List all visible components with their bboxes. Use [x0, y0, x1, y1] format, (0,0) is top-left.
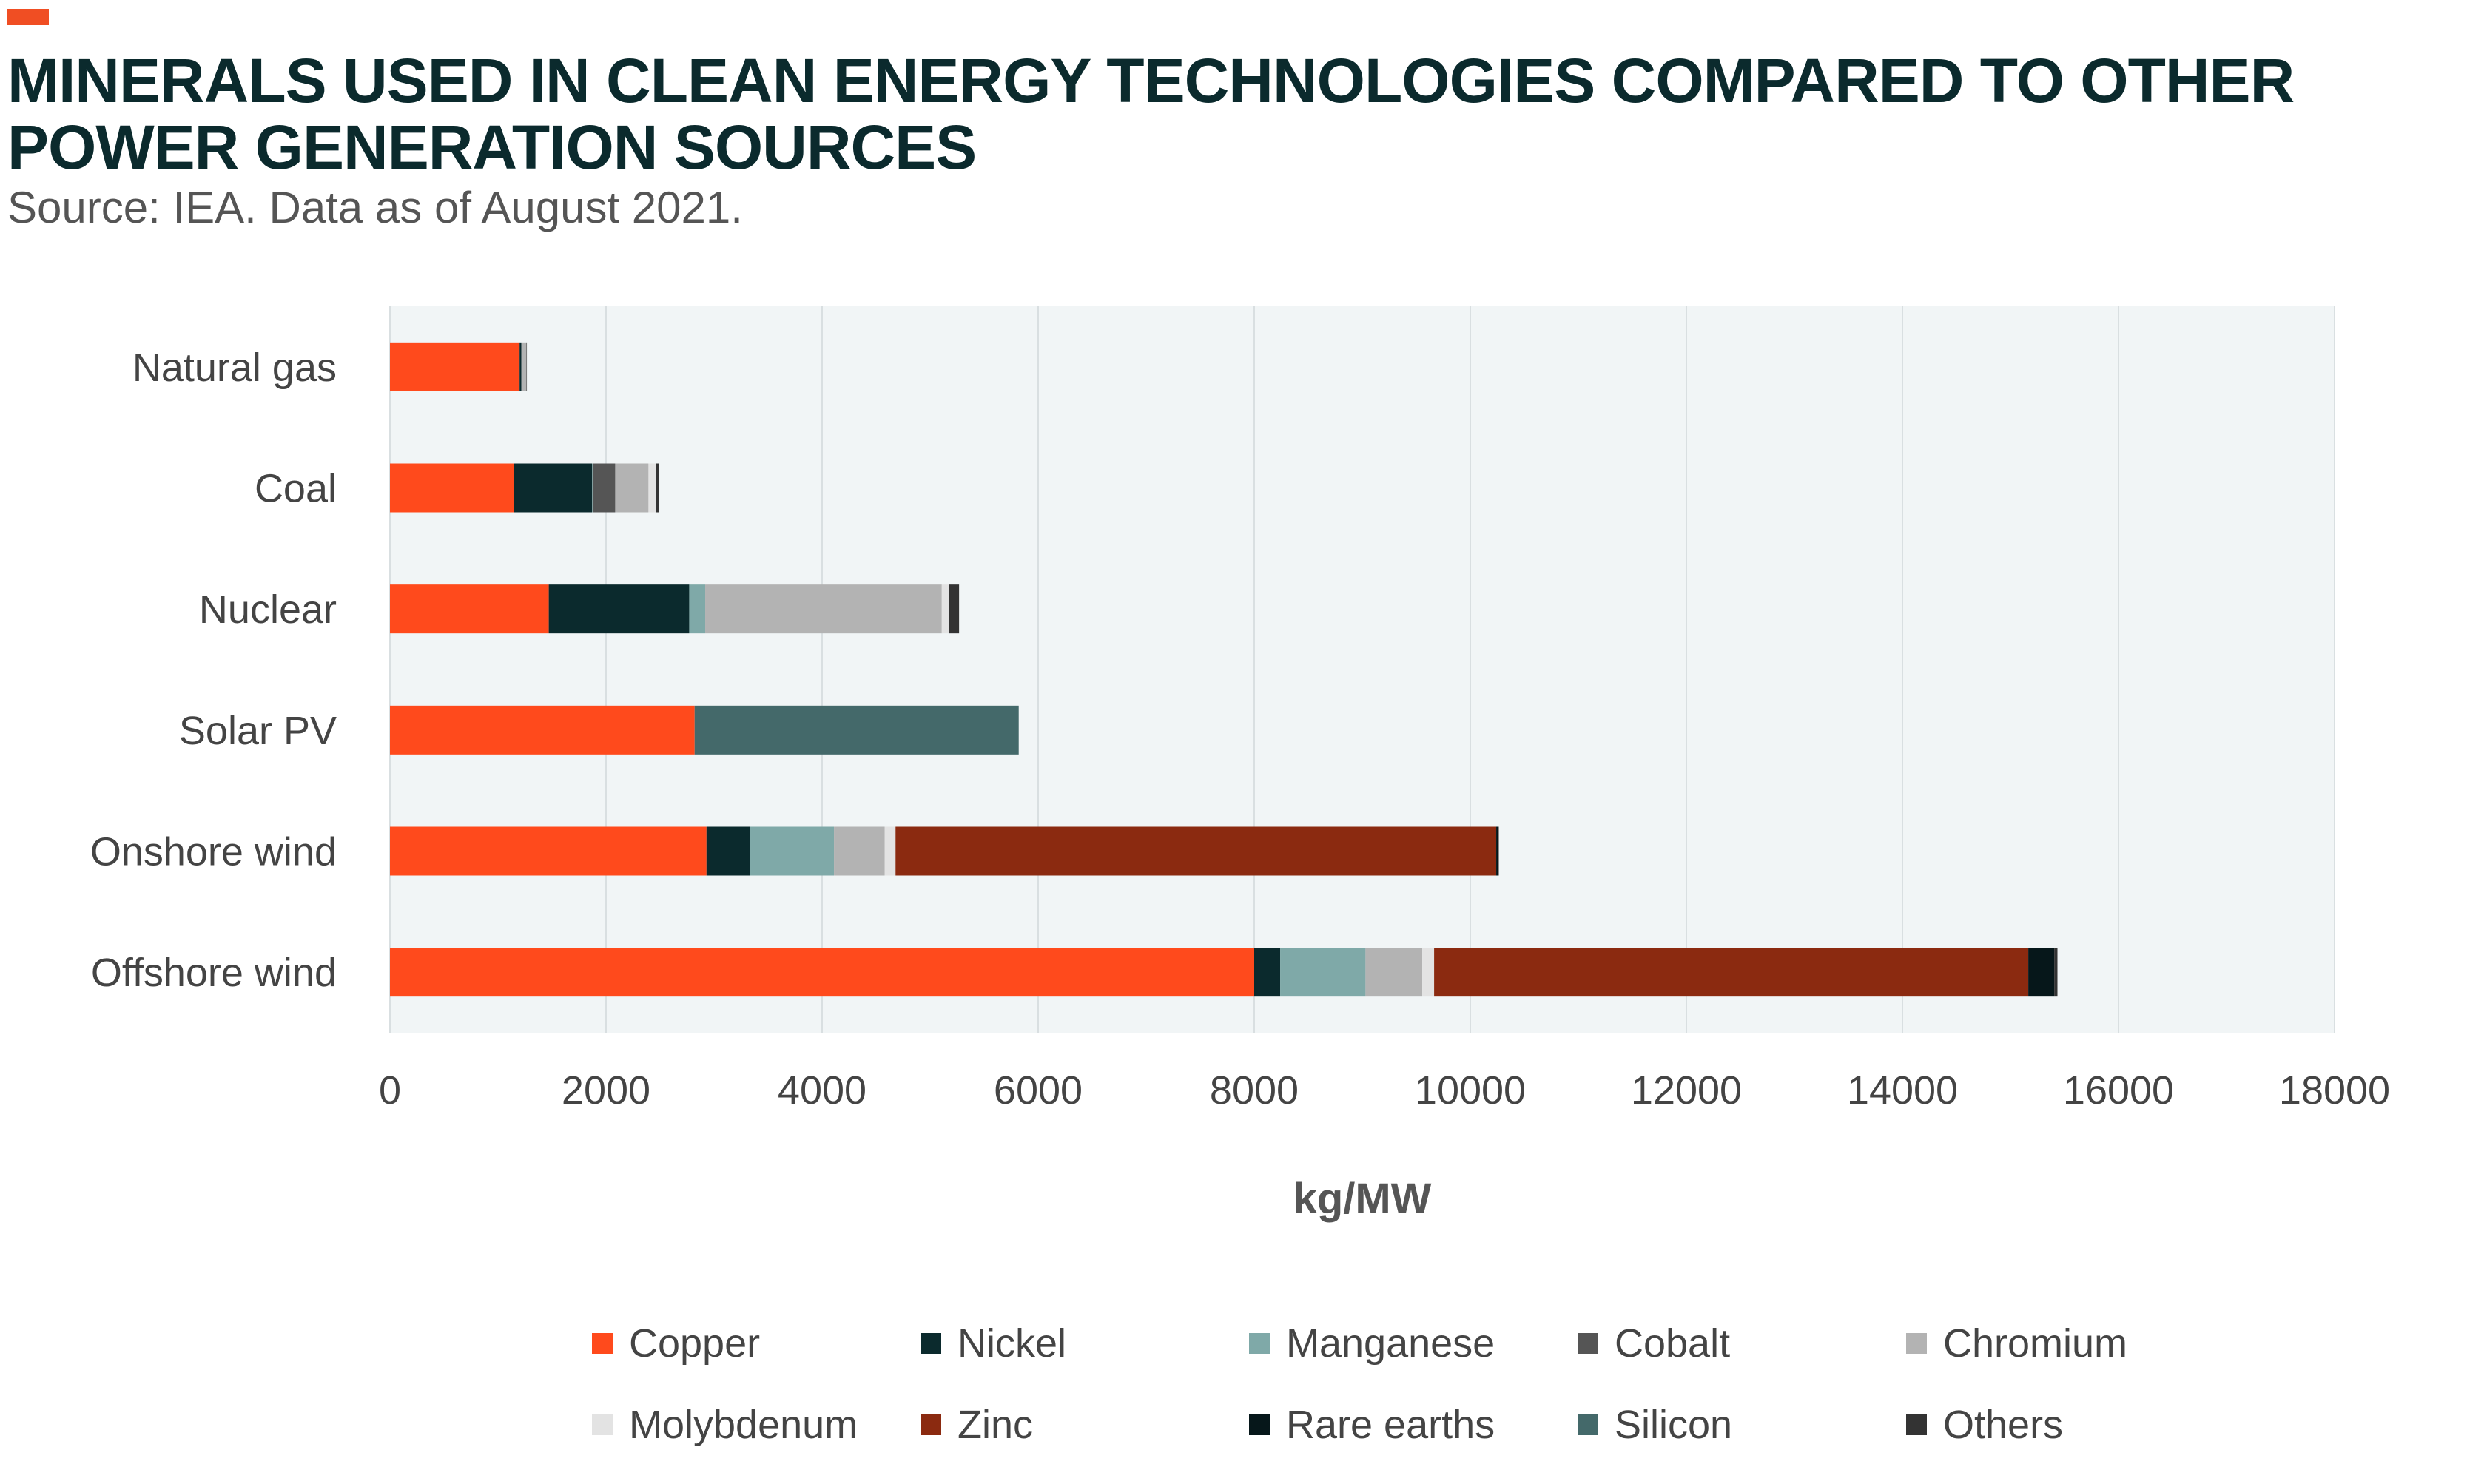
bar-segment [548, 584, 690, 634]
bar-segment [648, 463, 656, 513]
legend-label: Zinc [957, 1403, 1034, 1447]
bar-segment [1434, 948, 2029, 997]
x-tick-label: 6000 [994, 1068, 1083, 1113]
x-tick-label: 18000 [2279, 1068, 2390, 1113]
bar-segment [1254, 948, 1281, 997]
legend-item: Molybdenum [592, 1398, 921, 1451]
legend-item: Chromium [1906, 1317, 2235, 1370]
legend-swatch [592, 1414, 613, 1435]
legend-swatch [1249, 1414, 1270, 1435]
y-category-label: Onshore wind [90, 830, 337, 874]
bar-segment [2054, 948, 2058, 997]
bar-segment [592, 463, 616, 513]
bar-segment [706, 826, 750, 876]
bar-segment [705, 584, 942, 634]
accent-bar [7, 9, 49, 25]
bar-segment [694, 705, 1019, 755]
legend-label: Others [1943, 1403, 2064, 1447]
legend-swatch [1578, 1414, 1598, 1435]
legend-item: Nickel [921, 1317, 1249, 1370]
x-tick-label: 8000 [1210, 1068, 1299, 1113]
legend-item: Silicon [1578, 1398, 1906, 1451]
bar-segment [750, 826, 835, 876]
x-tick-label: 0 [379, 1068, 401, 1113]
bar-segment [2028, 948, 2055, 997]
bar-segment [390, 826, 707, 876]
stacked-bar-chart: 0 2000 4000 6000 8000 10000 12000 14000 16000 180… [90, 306, 2390, 1223]
legend-swatch [592, 1333, 613, 1354]
bar-segment [390, 705, 695, 755]
legend-label: Chromium [1943, 1321, 2128, 1366]
legend-swatch [921, 1333, 941, 1354]
legend-label: Nickel [957, 1321, 1067, 1366]
legend-label: Copper [629, 1321, 761, 1366]
y-category-label: Solar PV [179, 709, 337, 753]
bar-segment [390, 948, 1254, 997]
legend-swatch [1906, 1333, 1927, 1354]
bar-segment [526, 342, 528, 391]
legend-label: Silicon [1615, 1403, 1733, 1447]
legend-item: Zinc [921, 1398, 1249, 1451]
bar-segment [834, 826, 885, 876]
y-category-label: Nuclear [199, 587, 337, 632]
y-category-label: Offshore wind [91, 951, 337, 995]
legend-swatch [1906, 1414, 1927, 1435]
x-tick-label: 2000 [562, 1068, 650, 1113]
bar-segment [592, 463, 593, 513]
bar-segment [390, 342, 520, 391]
bar-segment [1422, 948, 1435, 997]
bar-segment [1496, 826, 1498, 876]
x-tick-label: 14000 [1847, 1068, 1958, 1113]
chart-title: MINERALS USED IN CLEAN ENERGY TECHNOLOGI… [7, 46, 2295, 182]
y-category-label: Natural gas [132, 345, 337, 390]
bar-segment [1365, 948, 1423, 997]
x-tick-label: 16000 [2063, 1068, 2174, 1113]
legend-swatch [921, 1414, 941, 1435]
legend-item: Cobalt [1578, 1317, 1906, 1370]
legend-label: Cobalt [1615, 1321, 1731, 1366]
bar-segment [689, 584, 706, 634]
x-tick-label: 10000 [1415, 1068, 1526, 1113]
bar-segment [521, 342, 527, 391]
x-tick-label: 4000 [778, 1068, 866, 1113]
legend-label: Molybdenum [629, 1403, 858, 1447]
bar-segment [895, 826, 1497, 876]
legend-swatch [1249, 1333, 1270, 1354]
bar-segment [656, 463, 659, 513]
bar-segment [615, 463, 649, 513]
legend-label: Manganese [1286, 1321, 1495, 1366]
x-tick-label: 12000 [1631, 1068, 1742, 1113]
bar-segment [941, 584, 949, 634]
x-axis-label: kg/MW [1293, 1175, 1432, 1223]
legend-item: Others [1906, 1398, 2235, 1451]
bar-segment [1280, 948, 1366, 997]
bar-segment [390, 584, 549, 634]
legend-item: Manganese [1249, 1317, 1578, 1370]
chart-legend: Copper Nickel Manganese Cobalt Chromium Molyb… [592, 1317, 2294, 1451]
bar-segment [514, 463, 593, 513]
legend-item: Rare earths [1249, 1398, 1578, 1451]
y-category-label: Coal [255, 467, 337, 511]
chart-subtitle: Source: IEA. Data as of August 2021. [7, 183, 743, 232]
bar-segment [949, 584, 960, 634]
legend-label: Rare earths [1286, 1403, 1495, 1447]
bar-segment [884, 826, 896, 876]
bar-segment [519, 342, 522, 391]
legend-item: Copper [592, 1317, 921, 1370]
legend-swatch [1578, 1333, 1598, 1354]
plot-area [390, 306, 2335, 1033]
bar-segment [390, 463, 514, 513]
